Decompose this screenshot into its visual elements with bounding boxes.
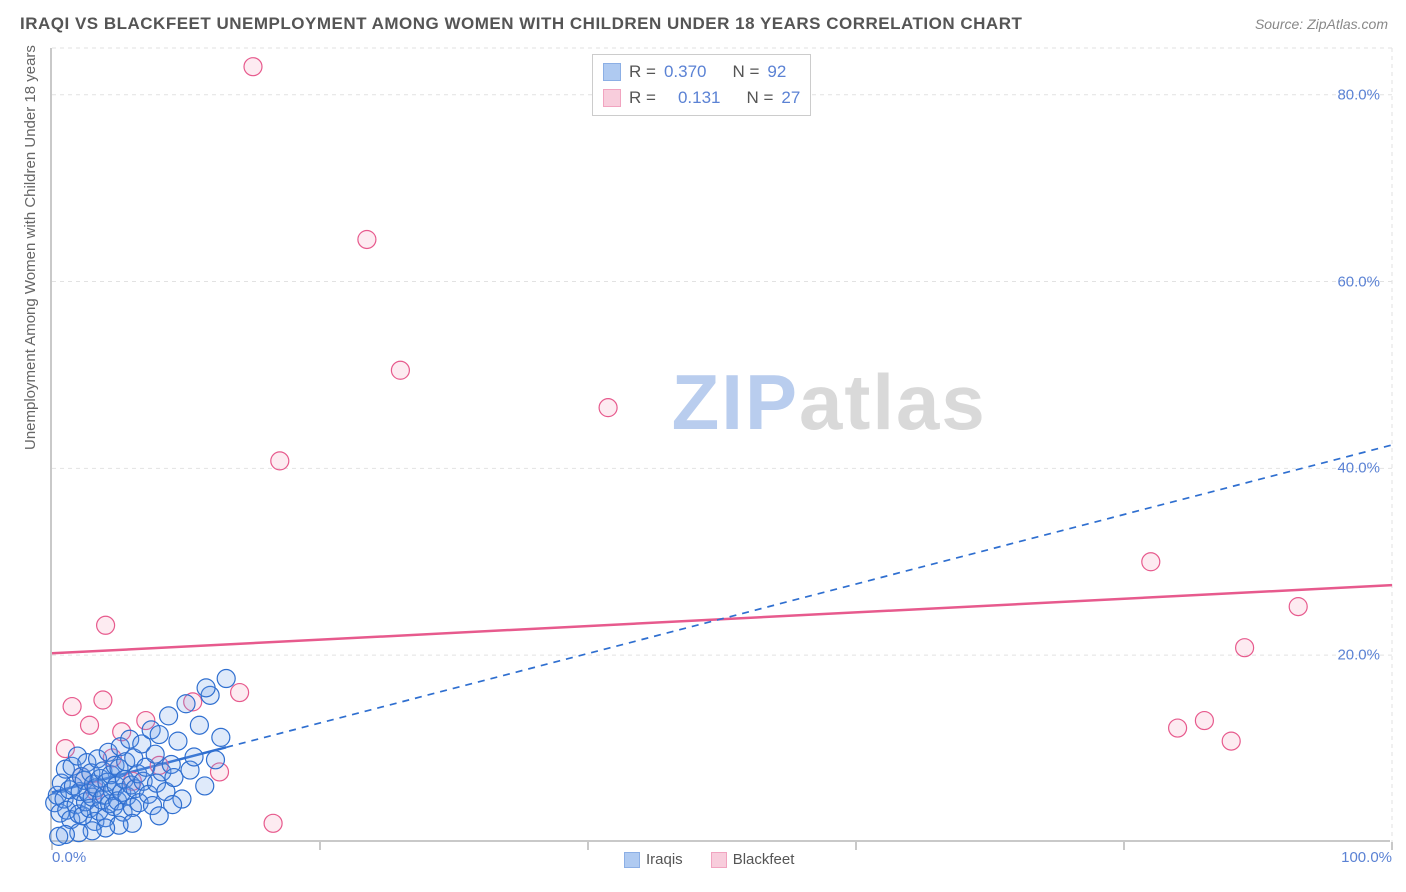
plot-svg: ZIPatlas xyxy=(52,48,1390,840)
chart-title: IRAQI VS BLACKFEET UNEMPLOYMENT AMONG WO… xyxy=(20,14,1022,34)
stats-n-value-iraqis: 92 xyxy=(767,59,786,85)
swatch-blackfeet xyxy=(603,89,621,107)
stats-legend-box: R = 0.370 N = 92 R = 0.131 N = 27 xyxy=(592,54,811,116)
y-axis-label: Unemployment Among Women with Children U… xyxy=(22,45,39,450)
stats-r-value-blackfeet: 0.131 xyxy=(678,85,721,111)
source-link[interactable]: ZipAtlas.com xyxy=(1307,16,1388,32)
stats-r-value-iraqis: 0.370 xyxy=(664,59,707,85)
legend-swatch-iraqis xyxy=(624,852,640,868)
swatch-iraqis xyxy=(603,63,621,81)
source-attribution: Source: ZipAtlas.com xyxy=(1255,16,1388,32)
chart-container: { "title": "IRAQI VS BLACKFEET UNEMPLOYM… xyxy=(0,0,1406,892)
legend-item-blackfeet: Blackfeet xyxy=(711,851,795,868)
legend-item-iraqis: Iraqis xyxy=(624,851,683,868)
legend-label-blackfeet: Blackfeet xyxy=(733,851,795,868)
stats-row-iraqis: R = 0.370 N = 92 xyxy=(603,59,800,85)
y-tick-label: 40.0% xyxy=(1337,460,1380,477)
y-tick-label: 80.0% xyxy=(1337,86,1380,103)
source-prefix: Source: xyxy=(1255,16,1307,32)
legend-bottom: Iraqis Blackfeet xyxy=(624,851,794,868)
legend-label-iraqis: Iraqis xyxy=(646,851,683,868)
y-tick-label: 60.0% xyxy=(1337,273,1380,290)
y-tick-label: 20.0% xyxy=(1337,647,1380,664)
stats-n-value-blackfeet: 27 xyxy=(781,85,800,111)
stats-n-label: N = xyxy=(746,85,773,111)
stats-row-blackfeet: R = 0.131 N = 27 xyxy=(603,85,800,111)
x-tick-label: 0.0% xyxy=(52,849,86,866)
svg-text:ZIPatlas: ZIPatlas xyxy=(672,358,987,446)
stats-r-label: R = xyxy=(629,85,656,111)
x-tick-label: 100.0% xyxy=(1341,849,1392,866)
stats-r-label: R = xyxy=(629,59,656,85)
legend-swatch-blackfeet xyxy=(711,852,727,868)
plot-area: ZIPatlas R = 0.370 N = 92 R = 0.131 N = … xyxy=(50,48,1390,842)
stats-n-label: N = xyxy=(732,59,759,85)
